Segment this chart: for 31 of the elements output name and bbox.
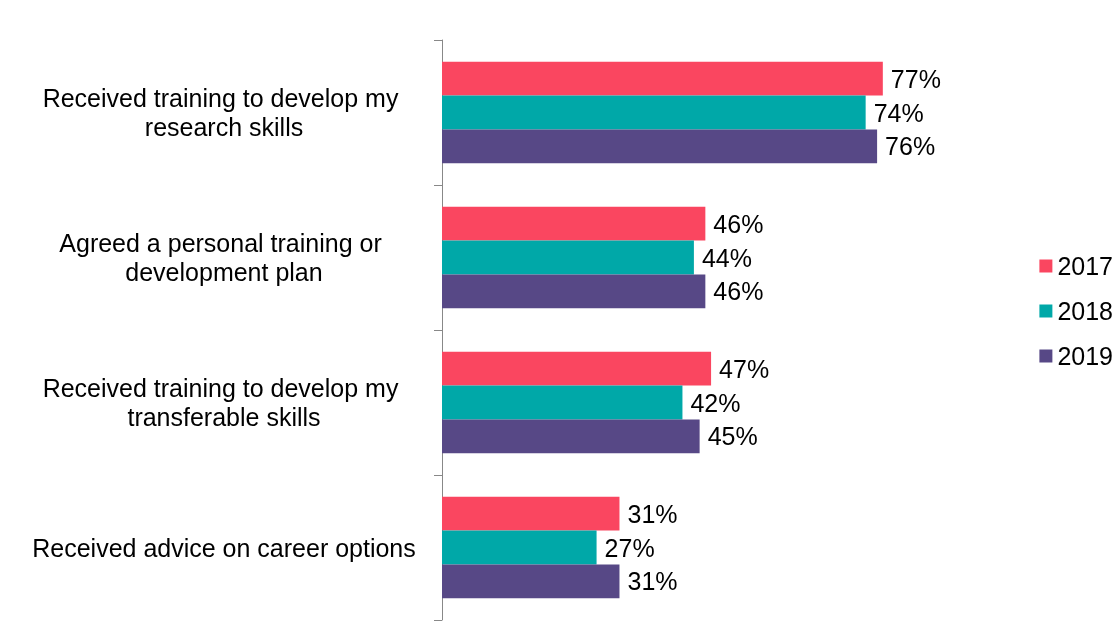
data-label: 42% — [690, 388, 741, 417]
legend-label: 2017 — [1057, 252, 1114, 280]
bar — [442, 95, 866, 130]
bar — [442, 274, 706, 309]
data-label: 46% — [713, 209, 764, 238]
data-label: 74% — [873, 98, 924, 127]
bar — [442, 385, 683, 420]
data-label: 31% — [627, 499, 678, 528]
bar — [442, 530, 597, 565]
bar — [442, 206, 706, 241]
data-label: 27% — [604, 533, 655, 562]
bar — [442, 496, 620, 531]
y-tick-label: Agreed a personal training or development plan — [59, 229, 389, 286]
y-tick-label: Received advice on career options — [32, 533, 416, 562]
data-label: 47% — [719, 354, 770, 383]
legend-label: 2019 — [1057, 342, 1114, 370]
data-label: 76% — [885, 132, 936, 161]
bar — [442, 351, 712, 386]
y-tick-label: Received training to develop my transferable skills — [42, 374, 406, 431]
bar — [442, 61, 883, 96]
y-tick-label: Received training to develop my research skills — [42, 84, 406, 141]
data-label: 45% — [707, 422, 758, 451]
bar — [442, 240, 694, 275]
bar — [442, 129, 878, 164]
data-label: 77% — [890, 64, 941, 93]
bar — [442, 564, 620, 599]
data-label: 31% — [627, 567, 678, 596]
legend-label: 2018 — [1057, 297, 1114, 325]
data-label: 46% — [713, 277, 764, 306]
data-label: 44% — [701, 243, 752, 272]
bar — [442, 419, 700, 454]
